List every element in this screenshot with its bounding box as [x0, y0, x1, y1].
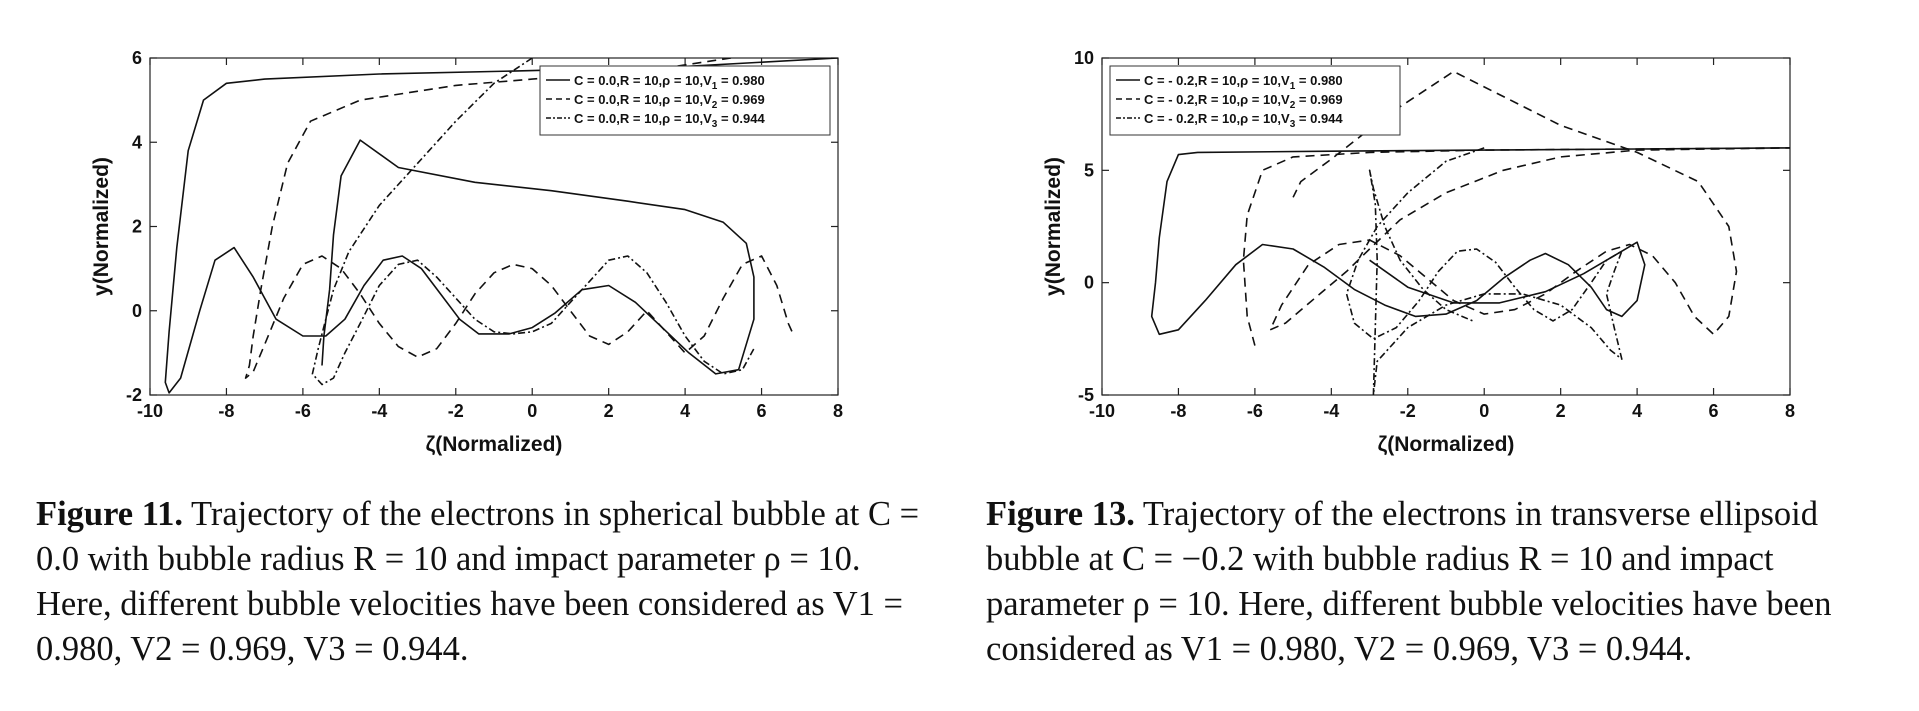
x-axis-label: ζ(Normalized) [426, 433, 563, 456]
series-line-v2 [244, 58, 793, 379]
figure-13-chart: -10 -8 -6 -4 -2 0 2 4 6 8 -5 0 5 10 ζ(Normalized) y(Nor… [1042, 48, 1795, 456]
y-axis-label: y(Normalized) [1042, 157, 1065, 296]
legend-label-v1: C = - 0.2,R = 10,ρ = 10,V1 = 0.980 [1144, 73, 1343, 92]
x-tick-label: -2 [448, 401, 464, 421]
legend-label-v3: C = - 0.2,R = 10,ρ = 10,V3 = 0.944 [1144, 111, 1343, 130]
legend-label-v3: C = 0.0,R = 10,ρ = 10,V3 = 0.944 [574, 111, 765, 130]
y-tick-label: 0 [132, 301, 142, 321]
figure-11-caption-text: Trajectory of the electrons in spherical… [36, 495, 920, 668]
x-tick-label: 0 [1479, 401, 1489, 421]
legend-label-v2: C = - 0.2,R = 10,ρ = 10,V2 = 0.969 [1144, 92, 1343, 111]
y-axis-label: y(Normalized) [90, 157, 113, 296]
y-tick-label: -5 [1078, 385, 1094, 405]
series-line-v1 [164, 58, 838, 394]
legend-label-v2: C = 0.0,R = 10,ρ = 10,V2 = 0.969 [574, 92, 765, 111]
series-line-v1 [1150, 147, 1790, 336]
y-tick-label: 5 [1084, 160, 1094, 180]
x-tick-label: -6 [1247, 401, 1263, 421]
x-tick-label: 8 [833, 401, 843, 421]
figure-13-caption: Figure 13. Trajectory of the electrons i… [986, 492, 1898, 672]
x-axis-label: ζ(Normalized) [1378, 433, 1515, 456]
x-tick-label: -8 [1170, 401, 1186, 421]
series-line-v3 [1345, 147, 1623, 395]
figure-13-caption-text: Trajectory of the electrons in transvers… [986, 495, 1832, 668]
axes-box [1101, 57, 1791, 396]
legend-label-v1: C = 0.0,R = 10,ρ = 10,V1 = 0.980 [574, 73, 765, 92]
figure-11-label: Figure 11. [36, 495, 183, 533]
x-tick-label: 8 [1785, 401, 1795, 421]
legend-box [1109, 65, 1401, 136]
legend-box [539, 65, 831, 136]
y-tick-label: 6 [132, 48, 142, 68]
y-tick-label: 2 [132, 217, 142, 237]
x-tick-label: 4 [1632, 401, 1642, 421]
y-tick-label: 0 [1084, 273, 1094, 293]
figure-11: -10 -8 -6 -4 -2 0 2 4 6 8 -2 0 2 4 6 ζ(Normalized) y(Nor… [36, 48, 941, 672]
x-tick-label: -8 [218, 401, 234, 421]
figure-13-label: Figure 13. [986, 495, 1135, 533]
x-tick-label: 0 [527, 401, 537, 421]
x-tick-label: -4 [371, 401, 387, 421]
x-tick-label: -10 [1089, 401, 1115, 421]
series-line-v3 [311, 58, 755, 386]
x-tick-label: -2 [1400, 401, 1416, 421]
x-tick-label: 2 [1556, 401, 1566, 421]
y-tick-label: 4 [132, 132, 142, 152]
x-tick-label: -10 [137, 401, 163, 421]
series-line-v2 [1242, 70, 1790, 346]
figure-13: -10 -8 -6 -4 -2 0 2 4 6 8 -5 0 5 10 ζ(Normalized) y(Nor… [960, 0, 1919, 711]
y-tick-label: 10 [1074, 48, 1094, 68]
x-tick-label: -6 [295, 401, 311, 421]
x-tick-label: 6 [1709, 401, 1719, 421]
y-tick-label: -2 [126, 385, 142, 405]
x-tick-label: -4 [1323, 401, 1339, 421]
x-tick-label: 2 [604, 401, 614, 421]
figure-11-chart: -10 -8 -6 -4 -2 0 2 4 6 8 -2 0 2 4 6 ζ(Normalized) y(Nor… [90, 48, 843, 456]
x-tick-label: 4 [680, 401, 690, 421]
x-tick-label: 6 [757, 401, 767, 421]
figure-11-caption: Figure 11. Trajectory of the electrons i… [36, 492, 941, 672]
